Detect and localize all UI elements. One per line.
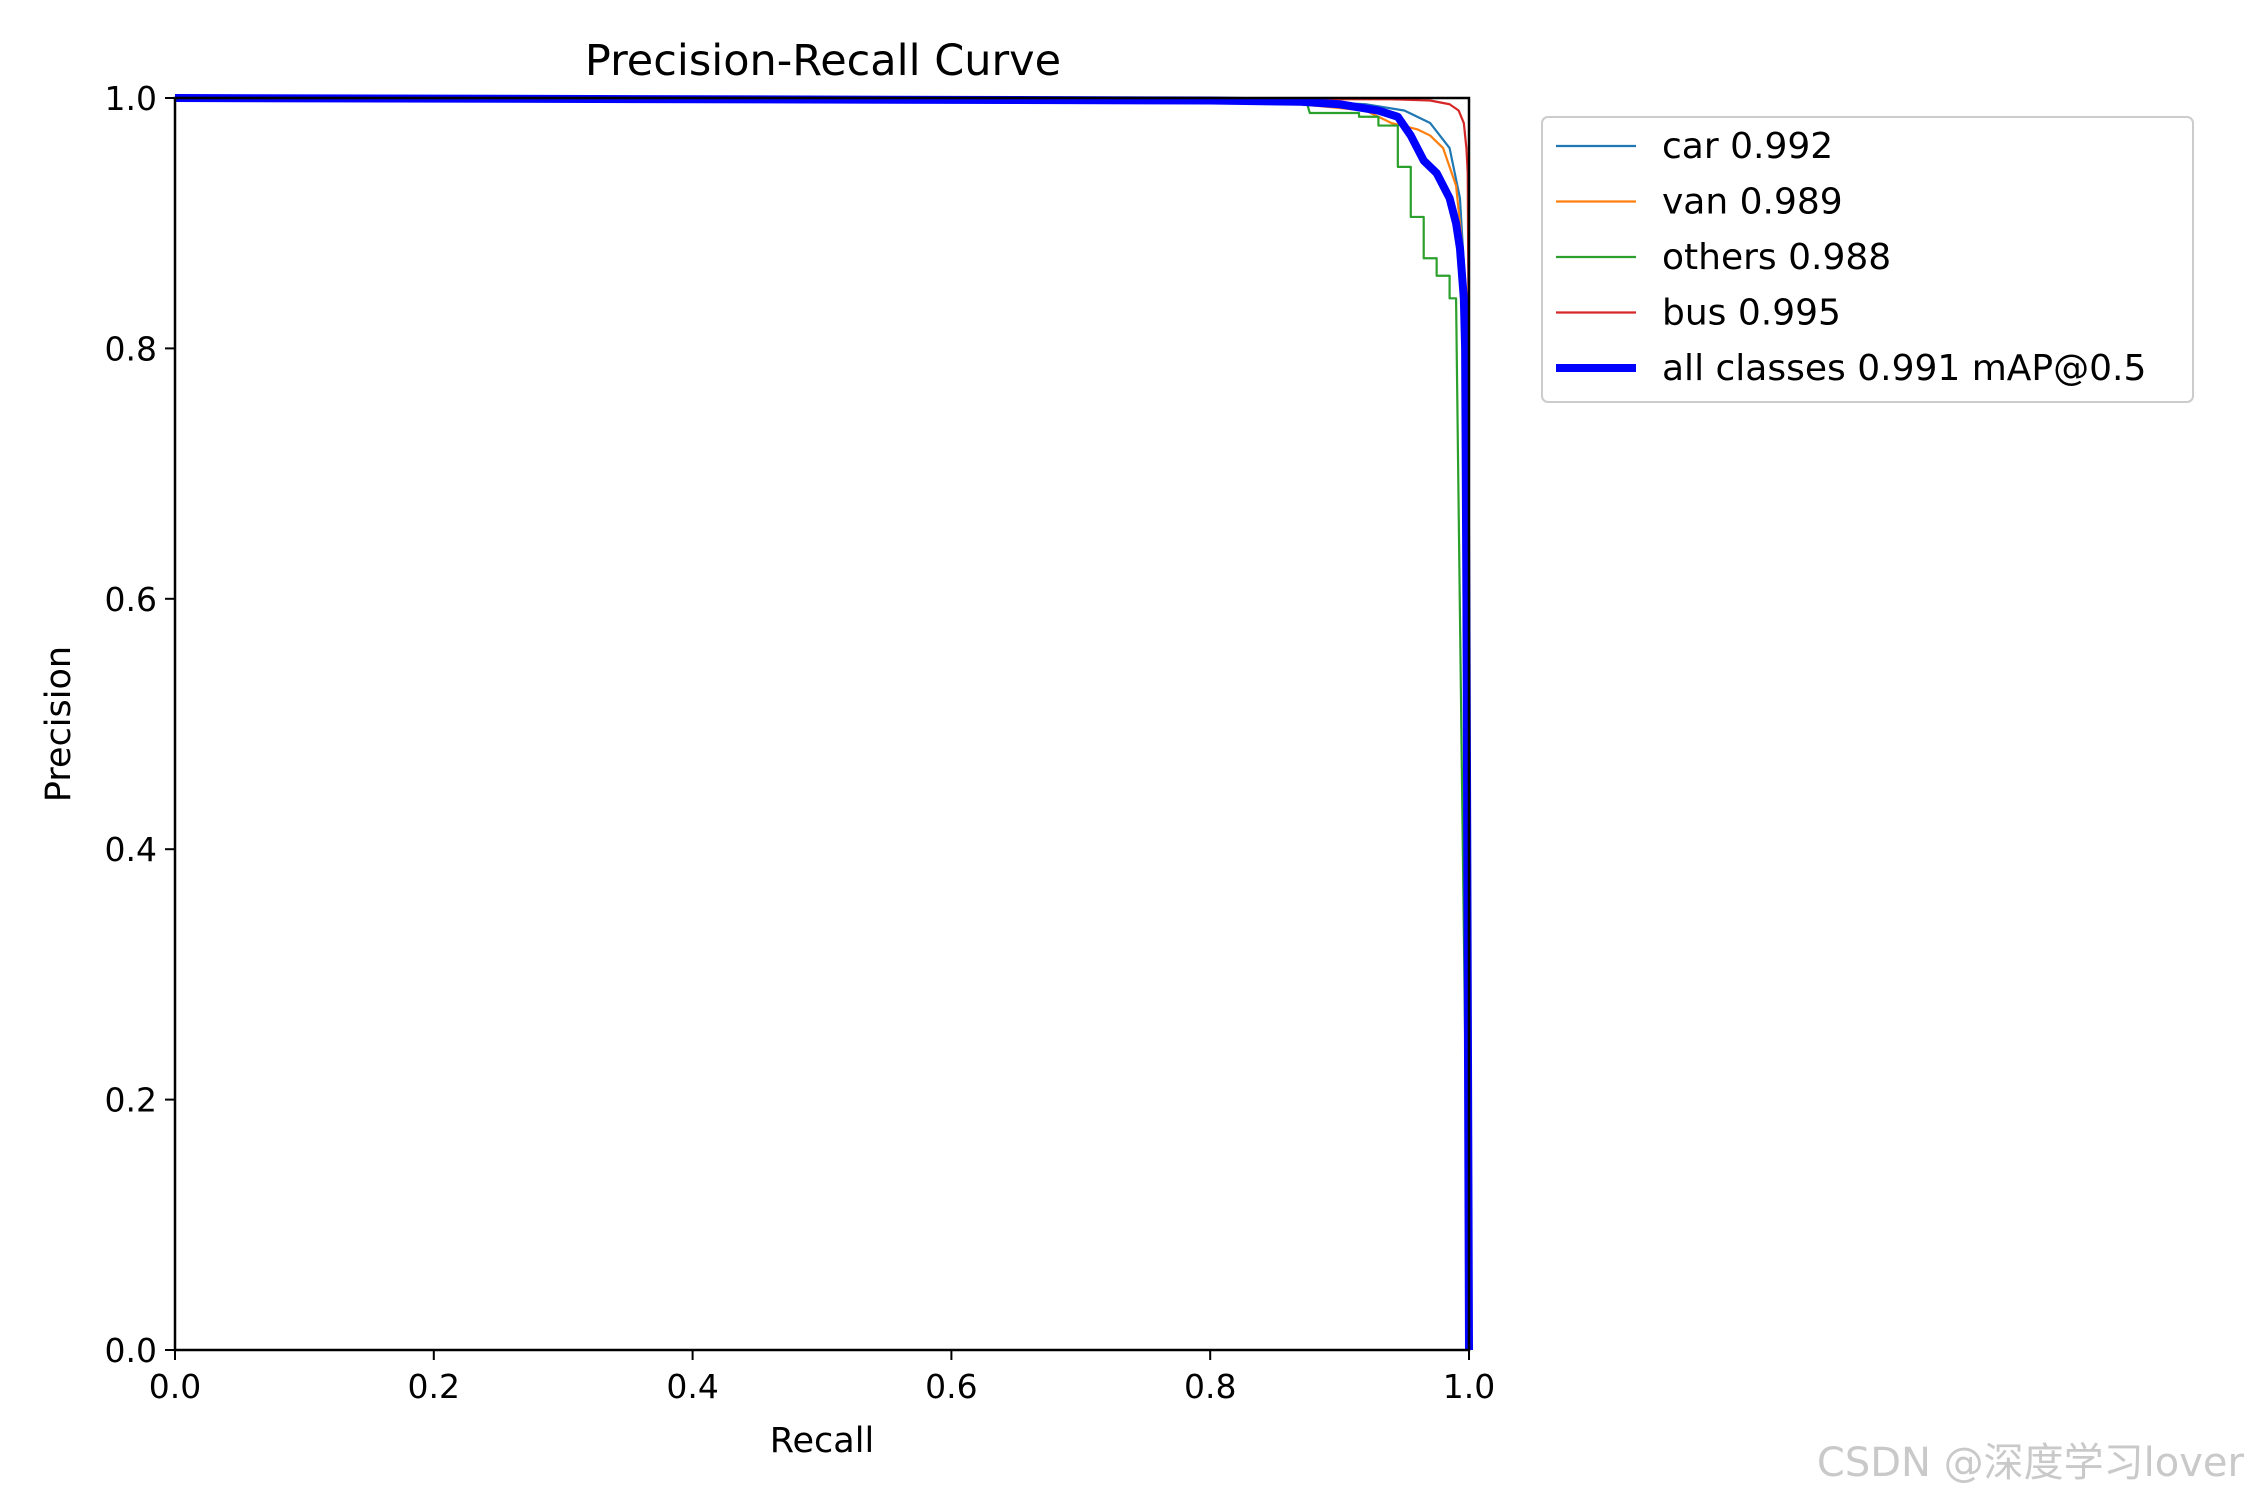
legend-label-3: bus 0.995 bbox=[1662, 293, 1841, 334]
watermark: CSDN @深度学习lover bbox=[1816, 1440, 2244, 1486]
x-tick-label: 1.0 bbox=[1443, 1367, 1495, 1406]
x-tick-label: 0.8 bbox=[1184, 1367, 1236, 1406]
legend-label-1: van 0.989 bbox=[1662, 182, 1843, 223]
x-axis-label: Recall bbox=[770, 1421, 874, 1461]
series-line-1 bbox=[174, 96, 1471, 1351]
x-tick-label: 0.2 bbox=[408, 1367, 460, 1406]
series-line-0 bbox=[174, 96, 1471, 1351]
legend-box bbox=[1541, 116, 2194, 403]
legend-label-0: car 0.992 bbox=[1662, 126, 1833, 167]
y-axis-label: Precision bbox=[39, 646, 79, 802]
x-axis-ticks: 0.0 0.2 0.4 0.6 0.8 1.0 bbox=[149, 1350, 1495, 1406]
chart-title: Precision-Recall Curve bbox=[585, 36, 1061, 86]
y-tick-label: 1.0 bbox=[105, 79, 157, 118]
legend: car 0.992 van 0.989 others 0.988 bus 0.995 a… bbox=[1541, 116, 2194, 403]
x-tick-label: 0.4 bbox=[666, 1367, 718, 1406]
legend-label-4: all classes 0.991 mAP@0.5 bbox=[1662, 348, 2146, 389]
series-line-4 bbox=[174, 94, 1473, 1351]
x-tick-label: 0.6 bbox=[925, 1367, 977, 1406]
y-tick-label: 0.8 bbox=[105, 329, 157, 368]
y-tick-label: 0.6 bbox=[105, 580, 157, 619]
series-line-2 bbox=[174, 96, 1471, 1351]
y-tick-label: 0.2 bbox=[105, 1081, 157, 1120]
axes-frame bbox=[173, 96, 1471, 1352]
series-line-3 bbox=[174, 96, 1471, 1351]
y-tick-label: 0.0 bbox=[105, 1331, 157, 1370]
legend-label-2: others 0.988 bbox=[1662, 237, 1891, 278]
plot-area bbox=[174, 94, 1473, 1351]
y-axis-ticks: 0.0 0.2 0.4 0.6 0.8 1.0 bbox=[105, 79, 175, 1370]
x-tick-label: 0.0 bbox=[149, 1367, 201, 1406]
y-tick-label: 0.4 bbox=[105, 830, 157, 869]
